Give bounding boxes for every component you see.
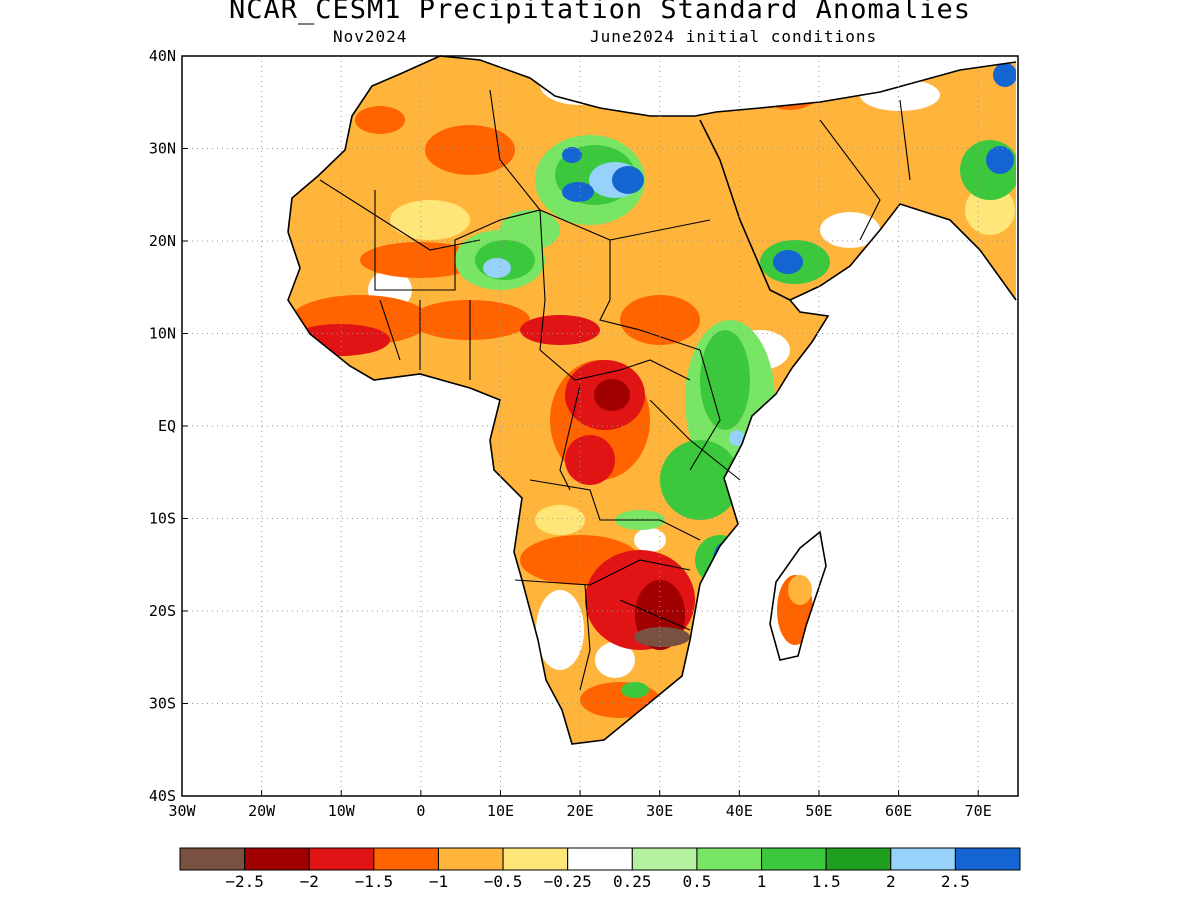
legend-swatch [696, 847, 763, 871]
map-title: NCAR_CESM1 Precipitation Standard Anomal… [229, 0, 971, 25]
legend-label: −2 [300, 872, 319, 891]
legend-swatch [437, 847, 504, 871]
lat-tick-label: 30S [149, 695, 176, 713]
legend-swatch [244, 847, 310, 871]
legend-swatch [631, 847, 698, 871]
legend-label: −1 [429, 872, 448, 891]
legend-label: 0.5 [682, 872, 711, 891]
legend-label: 2.5 [941, 872, 970, 891]
lon-tick-label: 10E [487, 802, 514, 820]
legend-label: 1.5 [812, 872, 841, 891]
legend-swatch [567, 847, 633, 871]
lat-tick-label: 10S [149, 510, 176, 528]
legend-swatch [954, 847, 1021, 871]
lon-tick-label: 30E [646, 802, 673, 820]
legend-swatch [308, 847, 375, 871]
legend-swatch [373, 847, 439, 871]
legend-label: 1 [757, 872, 767, 891]
lat-tick-label: 40S [149, 787, 176, 805]
lon-tick-label: 20E [567, 802, 594, 820]
lon-tick-label: 70E [965, 802, 992, 820]
legend-swatch [179, 847, 246, 871]
country-borders [319, 89, 911, 691]
lat-tick-label: 30N [149, 140, 176, 158]
graticule [182, 56, 1018, 796]
color-legend: −2.5 −2 −1.5 −1 −0.5 −0.25 0.25 0.5 1 1.5 2 2.5 [179, 847, 1021, 891]
lon-tick-label: 30W [168, 802, 196, 820]
lat-tick-label: 20S [149, 602, 176, 620]
legend-label: −0.25 [544, 872, 592, 891]
legend-label: 0.25 [613, 872, 652, 891]
legend-label: −2.5 [225, 872, 264, 891]
lat-tick-label: EQ [158, 417, 176, 435]
legend-label: −0.5 [484, 872, 523, 891]
legend-swatch [890, 847, 956, 871]
lat-tick-label: 10N [149, 325, 176, 343]
legend-swatch [761, 847, 827, 871]
lon-tick-label: 40E [726, 802, 753, 820]
lon-tick-label: 10W [328, 802, 356, 820]
coastlines [287, 55, 1017, 745]
legend-label: 2 [886, 872, 896, 891]
initial-conditions: June2024 initial conditions [590, 27, 878, 46]
lon-tick-label: 60E [885, 802, 912, 820]
legend-swatch [825, 847, 892, 871]
lon-tick-label: 50E [805, 802, 832, 820]
lat-tick-label: 40N [149, 47, 176, 65]
lon-tick-label: 0 [416, 802, 425, 820]
forecast-month: Nov2024 [333, 27, 408, 46]
lon-tick-label: 20W [248, 802, 276, 820]
legend-swatch [502, 847, 569, 871]
lat-tick-label: 20N [149, 232, 176, 250]
legend-label: −1.5 [355, 872, 394, 891]
